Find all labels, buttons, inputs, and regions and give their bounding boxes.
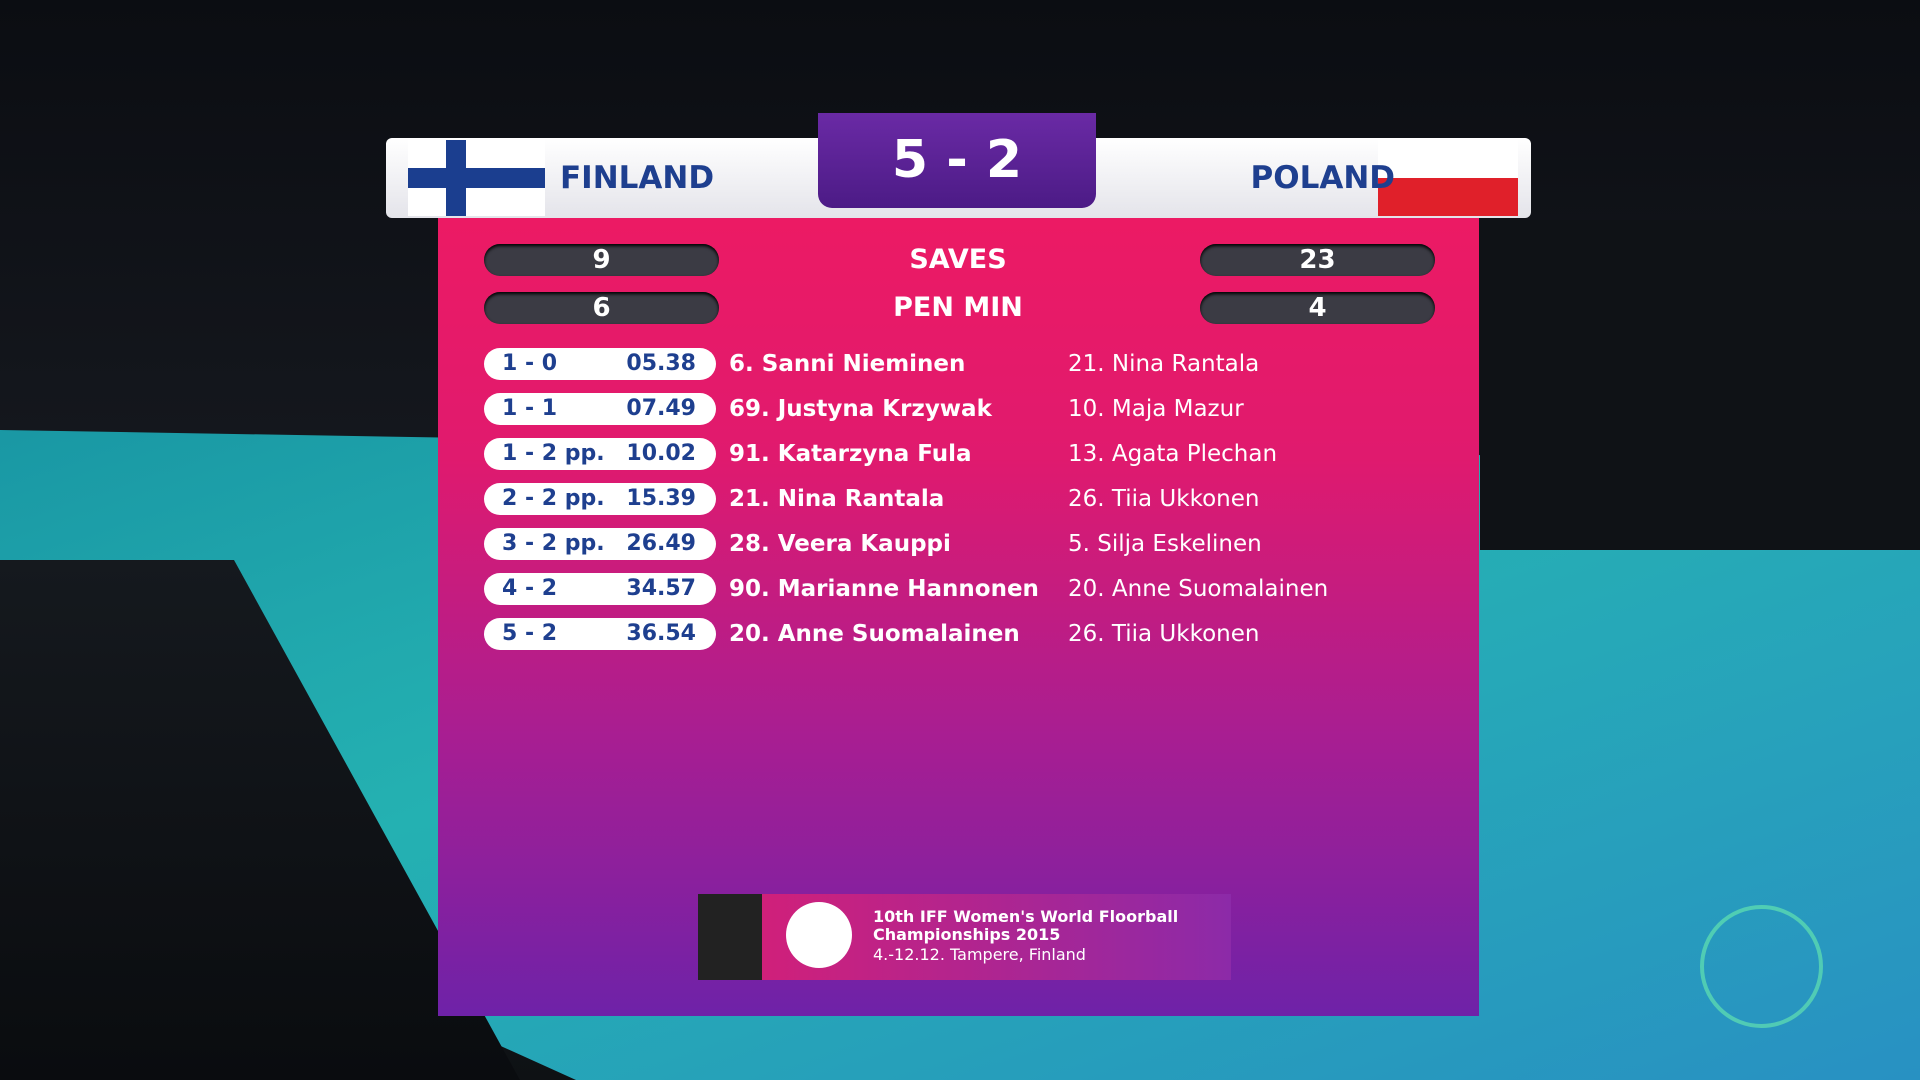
goal-scorer: 90. Marianne Hannonen xyxy=(729,576,1039,602)
goal-score: 4 - 2 xyxy=(502,576,558,601)
goal-score: 3 - 2 pp. xyxy=(502,531,605,556)
goal-score: 5 - 2 xyxy=(502,621,558,646)
stands xyxy=(1480,220,1920,550)
goal-pill: 4 - 2 34.57 xyxy=(484,573,716,605)
goal-score: 2 - 2 pp. xyxy=(502,486,605,511)
event-dates: 4.-12.12. Tampere, Finland xyxy=(873,945,1086,964)
away-stat: 4 xyxy=(1200,292,1435,324)
goal-pill: 1 - 1 07.49 xyxy=(484,393,716,425)
goal-assist: 26. Tiia Ukkonen xyxy=(1068,621,1260,647)
away-stat: 23 xyxy=(1200,244,1435,276)
goal-assist: 5. Silja Eskelinen xyxy=(1068,531,1262,557)
goal-assist: 10. Maja Mazur xyxy=(1068,396,1244,422)
goal-pill: 1 - 2 pp. 10.02 xyxy=(484,438,716,470)
goal-scorer: 28. Veera Kauppi xyxy=(729,531,951,557)
event-banner: 10th IFF Women's World Floorball Champio… xyxy=(698,894,1231,980)
goal-time: 10.02 xyxy=(626,441,696,466)
goal-time: 34.57 xyxy=(626,576,696,601)
goal-scorer: 20. Anne Suomalainen xyxy=(729,621,1020,647)
away-team: POLAND xyxy=(1250,160,1396,196)
goal-pill: 1 - 0 05.38 xyxy=(484,348,716,380)
poland-flag xyxy=(1378,140,1518,216)
goal-pill: 2 - 2 pp. 15.39 xyxy=(484,483,716,515)
finland-flag xyxy=(408,140,545,216)
goal-pill: 5 - 2 36.54 xyxy=(484,618,716,650)
score: 5 - 2 xyxy=(818,113,1096,208)
goal-scorer: 91. Katarzyna Fula xyxy=(729,441,972,467)
goal-assist: 13. Agata Plechan xyxy=(1068,441,1278,467)
goal-score: 1 - 1 xyxy=(502,396,558,421)
goal-assist: 26. Tiia Ukkonen xyxy=(1068,486,1260,512)
goal-time: 05.38 xyxy=(626,351,696,376)
stat-label: SAVES xyxy=(909,244,1007,275)
home-team: FINLAND xyxy=(560,160,715,196)
stat-label: PEN MIN xyxy=(893,292,1023,323)
goal-time: 07.49 xyxy=(626,396,696,421)
goal-pill: 3 - 2 pp. 26.49 xyxy=(484,528,716,560)
event-logo xyxy=(786,902,852,968)
event-name: 10th IFF Women's World Floorball Champio… xyxy=(873,907,1179,944)
goal-scorer: 69. Justyna Krzywak xyxy=(729,396,992,422)
goal-assist: 20. Anne Suomalainen xyxy=(1068,576,1329,602)
goal-assist: 21. Nina Rantala xyxy=(1068,351,1260,377)
goal-score: 1 - 2 pp. xyxy=(502,441,605,466)
goal-time: 36.54 xyxy=(626,621,696,646)
iff-watermark xyxy=(1700,905,1823,1028)
home-stat: 6 xyxy=(484,292,719,324)
goal-score: 1 - 0 xyxy=(502,351,558,376)
goal-time: 15.39 xyxy=(626,486,696,511)
home-stat: 9 xyxy=(484,244,719,276)
goal-scorer: 21. Nina Rantala xyxy=(729,486,945,512)
goal-scorer: 6. Sanni Nieminen xyxy=(729,351,966,377)
goal-time: 26.49 xyxy=(626,531,696,556)
